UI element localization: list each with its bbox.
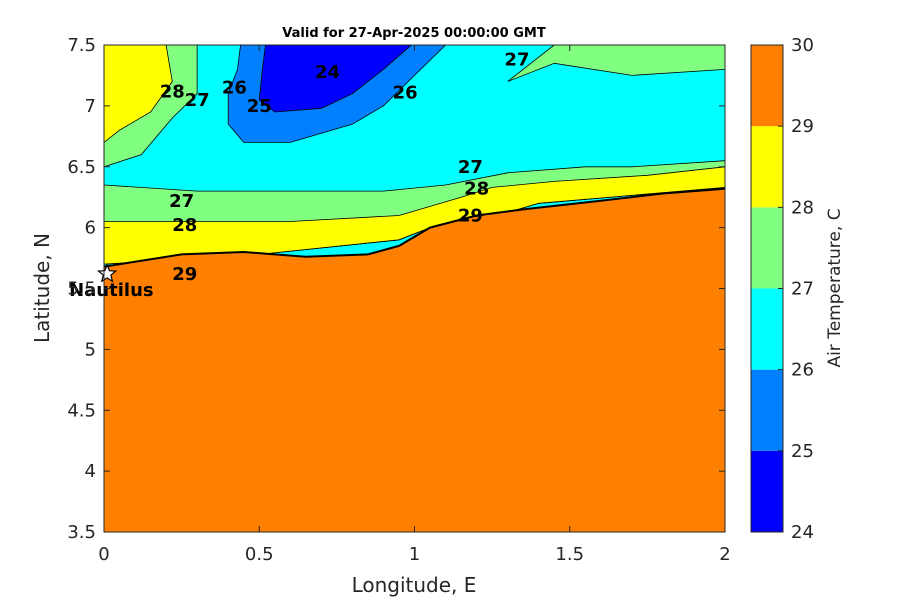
y-tick-label: 5.5 (67, 279, 96, 300)
colorbar-tick-label: 29 (791, 116, 814, 137)
x-axis-ticks: 0 0.5 1 1.5 2 (98, 45, 731, 565)
colorbar-swatch-29 (751, 45, 783, 127)
coastline (104, 187, 725, 268)
star-icon (96, 263, 118, 283)
colorbar-tick-label: 30 (791, 35, 814, 56)
y-tick-label: 4.5 (67, 400, 96, 421)
colorbar-swatch-27 (751, 207, 783, 289)
colorbar-swatch-28 (751, 126, 783, 208)
y-tick-label: 6 (85, 218, 96, 239)
x-tick-label: 2 (719, 544, 730, 565)
x-tick-label: 1.5 (555, 544, 584, 565)
colorbar-tick-label: 26 (791, 360, 814, 381)
marker-label: Nautilus (69, 280, 154, 301)
contour-label-5: 27 (504, 50, 529, 71)
colorbar-tick-label: 27 (791, 279, 814, 300)
contour-region-24-7 (258, 45, 413, 113)
x-tick-label: 0 (98, 544, 109, 565)
y-tick-label: 7 (85, 96, 96, 117)
colorbar-tick-label: 24 (791, 522, 814, 543)
plot-area (104, 45, 725, 532)
colorbar-tick-label: 28 (791, 197, 814, 218)
contour-regions (104, 45, 725, 532)
x-tick-label: 1 (409, 544, 420, 565)
contour-label-3: 26 (393, 82, 418, 103)
contour-label-1: 25 (247, 96, 272, 117)
contour-region-28-5 (104, 166, 725, 265)
contour-label-4: 27 (185, 90, 210, 111)
contour-label-12: 29 (458, 205, 483, 226)
y-tick-label: 4 (85, 461, 96, 482)
colorbar-label: Air Temperature, C (825, 208, 845, 367)
y-tick-label: 3.5 (67, 522, 96, 543)
contour-label-9: 28 (172, 215, 197, 236)
colorbar-tick-label: 25 (791, 441, 814, 462)
colorbar-swatch-25 (751, 369, 783, 451)
x-axis-label: Longitude, E (352, 573, 477, 597)
chart-title: Valid for 27-Apr-2025 00:00:00 GMT (282, 26, 546, 41)
contour-region-27-2 (507, 45, 725, 82)
y-tick-label: 5 (85, 339, 96, 360)
contour-label-10: 28 (464, 179, 489, 200)
colorbar-swatch-24 (751, 450, 783, 532)
colorbar-swatch-26 (751, 288, 783, 370)
contour-label-8: 28 (160, 81, 185, 102)
contour-label-0: 24 (315, 62, 340, 83)
contour-region-28-4 (104, 45, 173, 143)
y-tick-label: 7.5 (67, 35, 96, 56)
y-tick-label: 6.5 (67, 157, 96, 178)
contour-label-7: 27 (458, 157, 483, 178)
y-axis-ticks: 3.5 4 4.5 5 5.5 6 6.5 7 7.5 (67, 35, 725, 543)
contour-label-2: 26 (222, 78, 247, 99)
contour-label-6: 27 (169, 191, 194, 212)
y-axis-label: Latitude, N (30, 233, 54, 343)
x-tick-label: 0.5 (245, 544, 274, 565)
contour-label-11: 29 (172, 264, 197, 285)
colorbar: 24 25 26 27 28 29 30 (750, 35, 814, 543)
nautilus-marker: Nautilus (69, 263, 154, 301)
